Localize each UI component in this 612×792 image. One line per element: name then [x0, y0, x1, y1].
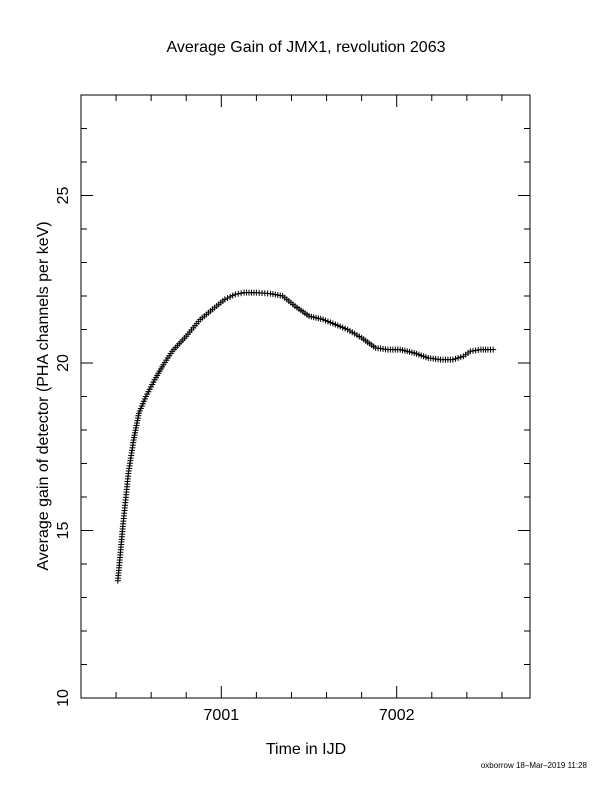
y-tick-label-2: 20 — [55, 354, 72, 372]
data-point — [490, 346, 497, 353]
x-tick-label-0: 7001 — [204, 707, 240, 724]
data-point — [449, 356, 456, 363]
y-tick-label-1: 15 — [55, 522, 72, 540]
data-point — [227, 293, 234, 300]
data-point — [455, 354, 462, 361]
data-point — [229, 292, 236, 299]
x-tick-label-1: 7002 — [379, 707, 415, 724]
data-point — [235, 290, 242, 297]
y-axis-label: Average gain of detector (PHA channels p… — [35, 221, 52, 570]
data-point — [221, 296, 228, 303]
y-tick-label-0: 10 — [55, 689, 72, 707]
footer-stamp: oxborrow 18–Mar–2019 11:28 — [481, 761, 588, 770]
y-axis: 10 15 20 25 — [55, 94, 530, 707]
x-axis-label: Time in IJD — [266, 741, 346, 758]
data-point — [457, 354, 464, 361]
y-tick-label-3: 25 — [55, 187, 72, 205]
data-series — [114, 289, 497, 584]
chart-title: Average Gain of JMX1, revolution 2063 — [167, 39, 446, 56]
data-point — [232, 291, 239, 298]
data-point — [452, 355, 459, 362]
data-point — [224, 295, 231, 302]
data-point — [238, 290, 245, 297]
x-axis: 7001 7002 — [80, 95, 503, 724]
